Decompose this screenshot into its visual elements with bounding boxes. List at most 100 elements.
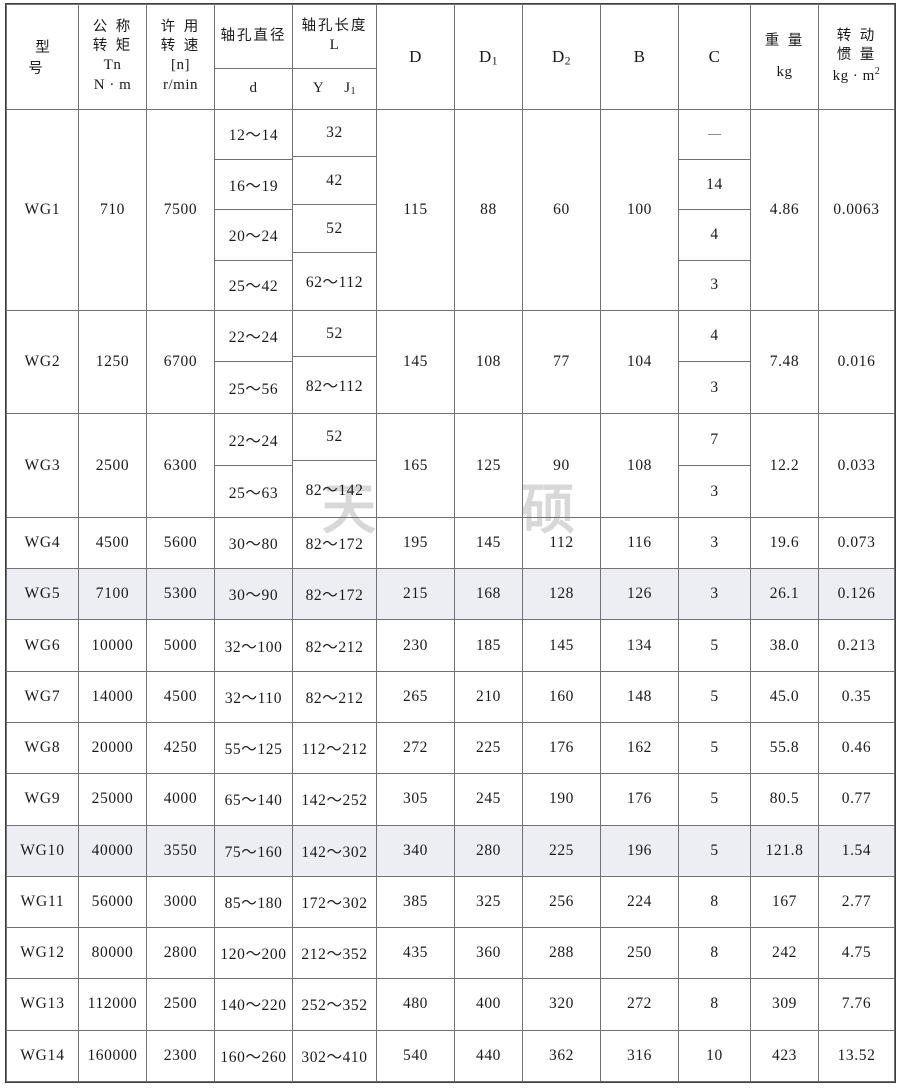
- bore-subrow: 16～19: [215, 159, 292, 211]
- cell-bore-diameter-group: 140～220: [214, 978, 293, 1031]
- cell-D2: 60: [522, 109, 601, 311]
- cell-C: [679, 110, 750, 160]
- cell-weight: 80.5: [750, 773, 819, 826]
- cell-allowable-speed: 5600: [146, 516, 215, 570]
- header-allowable-speed-symbol: [n]: [171, 57, 190, 74]
- cell-D2: 256: [522, 875, 601, 929]
- cell-D1: 225: [454, 721, 523, 775]
- cell-nominal-torque: 40000: [78, 824, 147, 877]
- cell-bore-diameter-group: 12～14 16～19 20～24 25～42: [214, 109, 293, 311]
- cell-D1: 325: [454, 875, 523, 929]
- cell-D: 305: [376, 773, 455, 826]
- cell-weight: 242: [750, 927, 819, 980]
- bore-subrow: 22～24: [215, 414, 292, 467]
- c-subrow: 3: [679, 466, 750, 517]
- cell-B: 104: [600, 309, 679, 415]
- cell-D: 385: [376, 875, 455, 929]
- header-D1: D1: [454, 4, 523, 110]
- bore-subrow: 32: [293, 110, 376, 158]
- header-nominal-torque-line1: 公 称: [92, 19, 133, 36]
- cell-C-group: 3: [678, 568, 751, 621]
- cell-model: WG10: [6, 824, 79, 877]
- cell-model: WG6: [6, 619, 79, 672]
- c-subrow: 14: [679, 159, 750, 211]
- cell-bore-diameter: 25～42: [228, 278, 279, 296]
- header-B: B: [600, 4, 679, 110]
- table-row: WG7 14000 4500 32～110 82～212 265 210 160 148 5 45.…: [6, 670, 895, 724]
- table-header: 型 号 公 称 转 矩 Tn N · m 许 用 转 速 [n] r/min 轴…: [6, 4, 895, 110]
- cell-bore-diameter: 12～14: [215, 110, 292, 160]
- header-nominal-torque: 公 称 转 矩 Tn N · m: [78, 4, 147, 110]
- cell-B: 176: [600, 773, 679, 826]
- cell-D1: 108: [454, 309, 523, 415]
- cell-bore-diameter-group: 32～110: [214, 670, 293, 724]
- cell-C-group: 5: [678, 773, 751, 826]
- c-subrow: 7: [679, 414, 750, 467]
- cell-bore-length: 52: [293, 310, 376, 358]
- cell-bore-diameter-group: 75～160: [214, 824, 293, 877]
- header-D2: D2: [522, 4, 601, 110]
- cell-D2: 77: [522, 309, 601, 415]
- cell-B: 116: [600, 516, 679, 570]
- cell-B: 250: [600, 927, 679, 980]
- cell-bore-length-group: 172～302: [292, 875, 377, 929]
- cell-B: 316: [600, 1029, 679, 1083]
- cell-weight: 38.0: [750, 619, 819, 672]
- table-row: WG12 80000 2800 120～200 212～352 435 360 288 250 8…: [6, 927, 895, 980]
- cell-D1: 245: [454, 773, 523, 826]
- cell-bore-length-group: 142～302: [292, 824, 377, 877]
- cell-bore-diameter-group: 120～200: [214, 927, 293, 980]
- cell-bore-length: 82～142: [305, 482, 364, 499]
- cell-C: 14: [679, 159, 750, 211]
- cell-D: 165: [376, 413, 455, 518]
- cell-C-group: 3: [678, 516, 751, 570]
- cell-D2: 190: [522, 773, 601, 826]
- header-bore-diameter: 轴孔直径: [214, 4, 293, 69]
- bore-subrow: 62～112: [293, 253, 376, 310]
- table-body: WG1 710 7500 12～14 16～19 20～24 25～42 32 42 52 62～1…: [6, 109, 895, 1083]
- cell-C-group: 5: [678, 619, 751, 672]
- cell-moment-of-inertia: 2.77: [818, 875, 895, 929]
- cell-moment-of-inertia: 0.35: [818, 670, 895, 724]
- cell-C-group: 5: [678, 721, 751, 775]
- cell-allowable-speed: 2500: [146, 978, 215, 1031]
- cell-C: 4: [679, 310, 750, 363]
- cell-allowable-speed: 3000: [146, 875, 215, 929]
- cell-bore-length-group: 252～352: [292, 978, 377, 1031]
- cell-D1: 280: [454, 824, 523, 877]
- cell-weight: 309: [750, 978, 819, 1031]
- cell-allowable-speed: 7500: [146, 109, 215, 311]
- cell-allowable-speed: 6300: [146, 413, 215, 518]
- cell-bore-length-group: 82～172: [292, 516, 377, 570]
- cell-weight: 7.48: [750, 309, 819, 415]
- cell-B: 148: [600, 670, 679, 724]
- cell-nominal-torque: 710: [78, 109, 147, 311]
- cell-bore-diameter-group: 65～140: [214, 773, 293, 826]
- table-row: WG9 25000 4000 65～140 142～252 305 245 190 176 5 80…: [6, 773, 895, 826]
- cell-D2: 288: [522, 927, 601, 980]
- cell-B: 196: [600, 824, 679, 877]
- cell-D2: 225: [522, 824, 601, 877]
- cell-bore-length-group: 212～352: [292, 927, 377, 980]
- cell-B: 134: [600, 619, 679, 672]
- table-row: WG1 710 7500 12～14 16～19 20～24 25～42 32 42 52 62～1…: [6, 109, 895, 311]
- cell-bore-length-group: 52 82～112: [292, 309, 377, 415]
- cell-B: 272: [600, 978, 679, 1031]
- header-inertia-line1: 转 动: [836, 27, 877, 44]
- cell-allowable-speed: 3550: [146, 824, 215, 877]
- cell-model: WG5: [6, 568, 79, 621]
- table-row: WG10 40000 3550 75～160 142～302 340 280 225 196 5 1…: [6, 824, 895, 877]
- cell-nominal-torque: 25000: [78, 773, 147, 826]
- cell-weight: 19.6: [750, 516, 819, 570]
- header-allowable-speed-line2: 转 速: [160, 38, 201, 55]
- cell-bore-diameter: 25～63: [228, 484, 279, 502]
- cell-bore-length: 62～112: [305, 274, 364, 292]
- cell-D1: 125: [454, 413, 523, 518]
- cell-moment-of-inertia: 0.033: [818, 413, 895, 518]
- header-row-main: 型 号 公 称 转 矩 Tn N · m 许 用 转 速 [n] r/min 轴…: [6, 4, 895, 110]
- header-nominal-torque-line2: 转 矩: [92, 38, 133, 55]
- cell-model: WG8: [6, 721, 79, 775]
- c-subrow: 4: [679, 310, 750, 363]
